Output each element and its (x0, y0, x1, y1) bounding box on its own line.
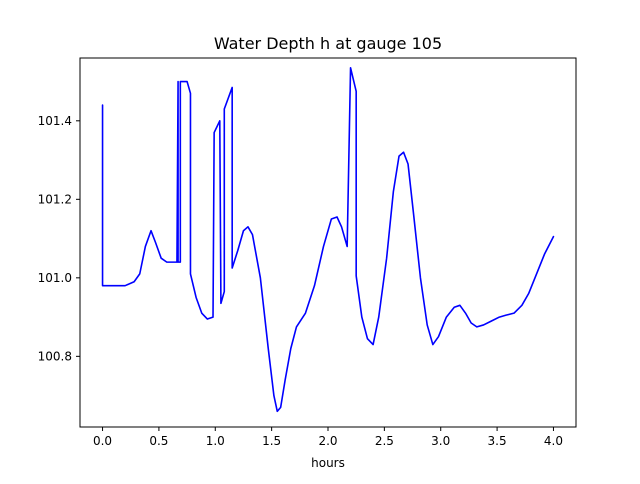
y-tick-label: 101.2 (38, 192, 72, 206)
x-tick-label: 1.5 (262, 434, 281, 448)
x-tick-label: 2.0 (318, 434, 337, 448)
y-tick-label: 101.4 (38, 114, 72, 128)
x-axis-label: hours (311, 456, 345, 470)
x-tick-label: 2.5 (375, 434, 394, 448)
plot-frame (79, 57, 577, 428)
axis-ticks: 0.0 0.5 1.0 1.5 2.0 2.5 3.0 3.5 4.0 100.8 101.0 101… (38, 114, 563, 448)
series-line (101, 67, 555, 413)
x-tick-label: 0.5 (149, 434, 168, 448)
x-tick-label: 3.5 (488, 434, 507, 448)
y-tick-label: 100.8 (38, 349, 72, 363)
series-lines (101, 67, 555, 413)
x-tick-label: 4.0 (544, 434, 563, 448)
x-tick-label: 3.0 (431, 434, 450, 448)
y-tick-label: 101.0 (38, 271, 72, 285)
x-tick-label: 0.0 (93, 434, 112, 448)
x-tick-label: 1.0 (206, 434, 225, 448)
chart-title: Water Depth h at gauge 105 (214, 34, 442, 53)
